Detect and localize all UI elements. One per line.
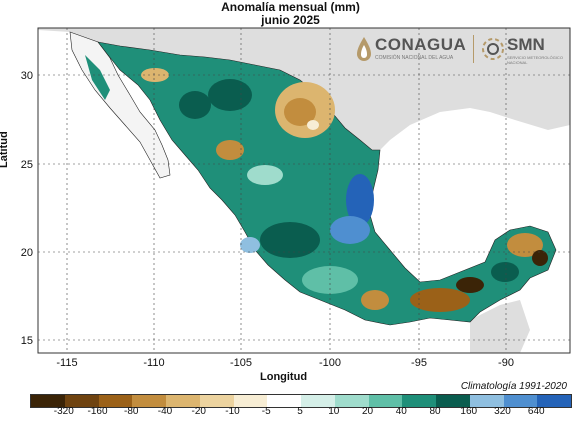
legend-tick-label: 80 (429, 406, 441, 417)
y-tick-label: 25 (21, 159, 33, 171)
logo-area: CONAGUA COMISIÓN NACIONAL DEL AGUA SMN S… (355, 33, 565, 69)
legend-tick-labels: -320 -160 -80 -40 -20 -10 -5 5 10 20 40 80 160 320 640 (0, 406, 581, 422)
anomaly-dry-chiapas (410, 288, 470, 312)
legend-tick-label: -10 (225, 406, 240, 417)
anomaly-dry-durango (216, 140, 244, 160)
legend-swatch (301, 395, 335, 407)
legend-tick-label: -80 (124, 406, 139, 417)
y-tick-label: 20 (21, 247, 33, 259)
axis-ticks: -115 -110 -105 -100 -95 -90 30 25 20 15 (21, 70, 514, 369)
y-axis-label: Latitud (0, 131, 10, 168)
legend-tick-label: 20 (361, 406, 374, 417)
smn-logo-subtext: SERVICIO METEOROLÓGICO NACIONAL (507, 55, 563, 65)
anomaly-wet-jalisco (240, 237, 260, 253)
anomaly-very-wet-tamaulipas (346, 174, 374, 226)
legend-swatch (64, 395, 99, 407)
legend-swatch (166, 395, 200, 407)
x-tick-label: -100 (319, 357, 341, 369)
logo-separator (473, 35, 474, 63)
legend-swatch (132, 395, 166, 407)
legend-swatch (537, 395, 571, 407)
legend-tick-label: -40 (157, 406, 173, 417)
map-frame (37, 27, 571, 354)
anomaly-small-patch (307, 120, 319, 130)
conagua-drop-icon (357, 37, 371, 61)
y-tick-label: 30 (21, 70, 33, 82)
legend-swatch (267, 395, 301, 407)
legend-tick-label: 10 (328, 406, 340, 417)
legend-tick-label: -20 (191, 406, 206, 417)
anomaly-very-dry-tabasco (456, 277, 484, 293)
anomaly-wet-campeche (491, 262, 519, 282)
legend-tick-label: 5 (297, 406, 303, 417)
anomaly-moderate-center (247, 165, 283, 185)
legend-tick-label: -5 (261, 406, 271, 417)
x-tick-label: -105 (230, 357, 252, 369)
anomaly-wet-chihuahua (208, 79, 252, 111)
anomaly-dry-yucatan (507, 233, 543, 257)
conagua-logo-text: CONAGUA (375, 35, 467, 54)
anomaly-wet-veracruz (330, 216, 370, 244)
smn-logo-text: SMN (507, 35, 545, 54)
conagua-logo-subtext: COMISIÓN NACIONAL DEL AGUA (375, 55, 454, 61)
anomaly-dry-core (284, 98, 316, 126)
legend-tick-label: -160 (87, 406, 108, 417)
legend-tick-label: -320 (53, 406, 74, 417)
legend-swatch (31, 395, 65, 407)
anomaly-dry-oaxaca (361, 290, 389, 310)
legend-swatch (469, 395, 504, 407)
y-tick-label: 15 (21, 335, 33, 347)
climatology-note: Climatología 1991-2020 (460, 381, 567, 392)
grid-lines (38, 28, 570, 353)
x-tick-label: -90 (498, 357, 514, 369)
legend-tick-label: 320 (494, 406, 511, 417)
x-tick-label: -115 (56, 357, 77, 369)
legend-tick-label: 40 (395, 406, 407, 417)
legend-tick-label: 160 (460, 406, 478, 417)
x-tick-label: -95 (411, 357, 427, 369)
anomaly-wet-sierra (179, 91, 211, 119)
legend-swatch (334, 395, 369, 407)
legend-swatch (233, 395, 268, 407)
baja-anomaly-patch (85, 55, 110, 100)
color-legend (30, 394, 572, 408)
anomaly-wet-center (260, 222, 320, 258)
usa-landmass (38, 28, 570, 150)
legend-swatch (503, 395, 538, 407)
map-title: Anomalía mensual (mm) (221, 0, 360, 14)
legend-swatch (402, 395, 436, 407)
map-subtitle: junio 2025 (261, 13, 320, 27)
smn-spiral-icon (482, 38, 504, 60)
x-tick-label: -110 (143, 357, 164, 369)
x-axis-label: Longitud (260, 371, 308, 383)
legend-swatch (436, 395, 470, 407)
anomaly-very-dry-yucatan (532, 250, 548, 266)
legend-tick-label: 640 (527, 406, 545, 417)
legend-swatch (98, 395, 133, 407)
legend-swatch (368, 395, 403, 407)
legend-swatch (199, 395, 234, 407)
